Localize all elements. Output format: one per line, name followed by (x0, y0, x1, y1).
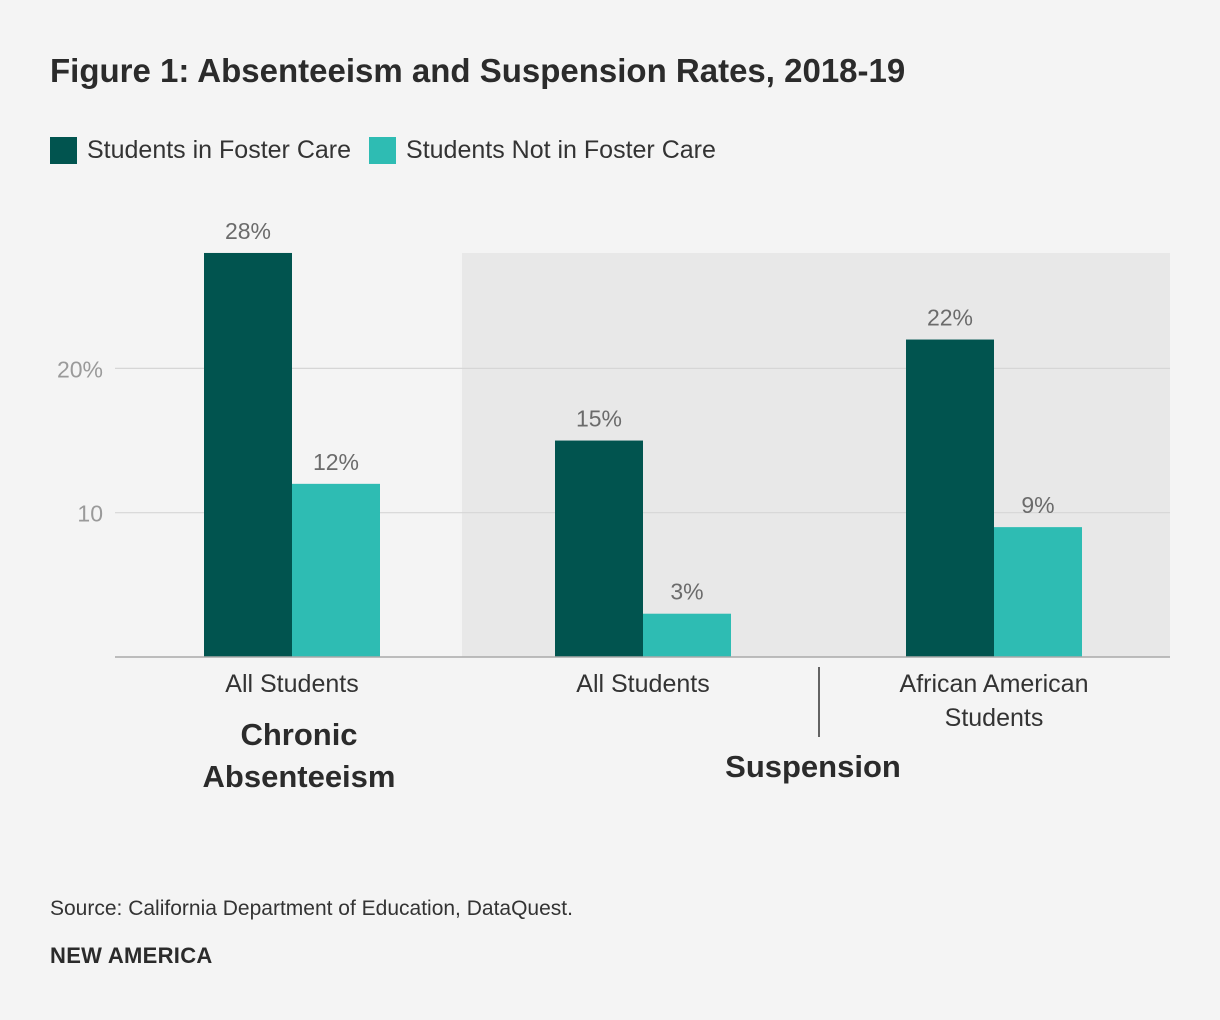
group-label-1-0: Suspension (725, 749, 901, 784)
bar-chart: 10 20% 28% 15% 22% 12% 3% 9% All Students All Stu… (57, 218, 1170, 794)
data-label-not-foster-2: 9% (1021, 492, 1054, 518)
data-label-foster-2: 22% (927, 305, 973, 331)
x-tick-label-2-1: Students (945, 704, 1044, 732)
source-note: Source: California Department of Educati… (50, 897, 573, 920)
x-tick-label-2-0: African American (900, 670, 1089, 698)
data-label-not-foster-0: 12% (313, 449, 359, 475)
legend-item-not-foster: Students Not in Foster Care (369, 136, 716, 165)
x-tick-label-0-0: All Students (225, 670, 358, 698)
bar-foster-0 (204, 252, 292, 657)
bar-foster-1 (555, 440, 643, 657)
data-label-foster-1: 15% (576, 406, 622, 432)
x-tick-label-1-0: All Students (576, 670, 709, 698)
bar-not-foster-2 (994, 527, 1082, 657)
bar-not-foster-0 (292, 483, 380, 657)
legend-swatch-not-foster (369, 137, 397, 164)
brand-logo-text: NEW AMERICA (50, 943, 213, 968)
y-tick-label-10: 10 (77, 501, 103, 527)
legend-label-not-foster: Students Not in Foster Care (406, 136, 716, 164)
bar-foster-2 (906, 339, 994, 657)
legend-label-foster: Students in Foster Care (87, 136, 352, 164)
legend-item-foster: Students in Foster Care (50, 136, 351, 165)
chart-title: Figure 1: Absenteeism and Suspension Rat… (50, 52, 906, 89)
data-label-foster-0: 28% (225, 218, 271, 244)
group-label-0-0: Chronic (240, 717, 357, 752)
group-label-0-1: Absenteeism (203, 759, 396, 794)
y-tick-label-20: 20% (57, 356, 103, 382)
bar-not-foster-1 (643, 613, 731, 657)
data-label-not-foster-1: 3% (670, 579, 703, 605)
legend-swatch-foster (50, 137, 77, 164)
legend: Students in Foster Care Students Not in … (50, 136, 734, 165)
